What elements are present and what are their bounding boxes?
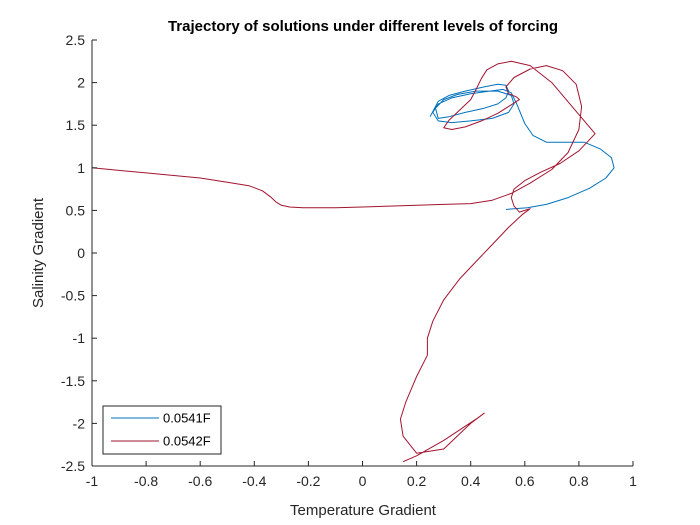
x-tick-label: 0.8 (569, 473, 589, 489)
y-tick-label: -2.5 (61, 458, 85, 474)
y-tick-label: -2 (73, 415, 86, 431)
y-tick-labels: -2.5 -2 -1.5 -1 -0.5 0 0.5 1 1.5 2 2.5 (61, 32, 85, 474)
x-tick-label: 0.4 (461, 473, 481, 489)
x-tick-label: -0.2 (296, 473, 320, 489)
plot-area (92, 40, 633, 466)
y-tick-label: -0.5 (61, 288, 85, 304)
x-tick-label: -0.4 (242, 473, 266, 489)
x-tick-label: 0.6 (515, 473, 535, 489)
chart-title: Trajectory of solutions under different … (168, 18, 558, 35)
legend-label-series-2: 0.0542F (163, 434, 211, 449)
y-tick-label: 0 (77, 245, 85, 261)
y-axis-title: Salinity Gradient (30, 197, 47, 308)
y-tick-label: 1 (77, 160, 85, 176)
y-tick-label: -1.5 (61, 373, 85, 389)
y-tick-label: 2 (77, 75, 85, 91)
y-tick-label: 2.5 (66, 32, 86, 48)
axes-layer (91, 39, 634, 467)
x-tick-label: -0.8 (134, 473, 158, 489)
x-tick-label: 0 (359, 473, 367, 489)
series-layer (91, 60, 615, 463)
legend: 0.0541F 0.0542F (102, 405, 222, 455)
y-tick-label: 0.5 (66, 202, 86, 218)
legend-label-series-1: 0.0541F (163, 411, 211, 426)
y-tick-label: 1.5 (66, 117, 86, 133)
x-tick-label: -1 (86, 473, 99, 489)
x-axis-title: Temperature Gradient (290, 502, 437, 519)
x-tick-label: 1 (629, 473, 637, 489)
y-tick-label: -1 (73, 330, 86, 346)
x-tick-label: 0.2 (407, 473, 427, 489)
series-line-1 (429, 83, 615, 210)
series-line-2 (91, 60, 596, 463)
legend-box (102, 405, 222, 455)
x-tick-label: -0.6 (188, 473, 212, 489)
x-tick-labels: -1 -0.8 -0.6 -0.4 -0.2 0 0.2 0.4 0.6 0.8 1 (86, 473, 637, 489)
